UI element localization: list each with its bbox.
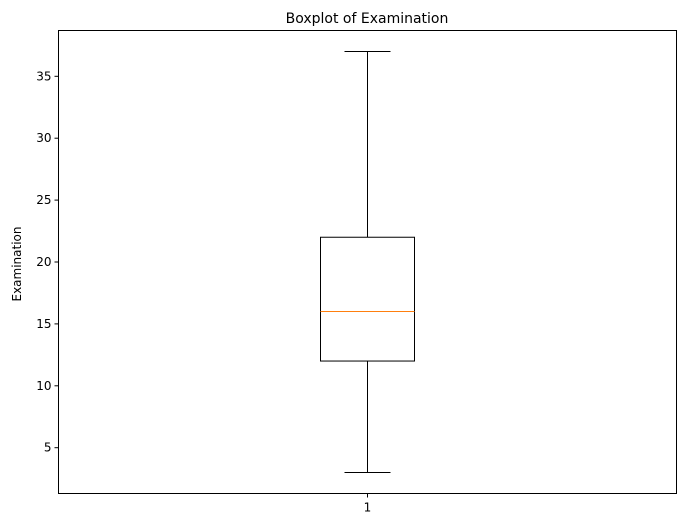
- x-tick-label: 1: [364, 501, 372, 515]
- chart-title: Boxplot of Examination: [286, 11, 449, 27]
- y-tick-label: 25: [36, 193, 51, 207]
- plot-area: 5 10 15 20 25 30 35 1: [36, 51, 415, 515]
- y-tick-label: 20: [36, 255, 51, 269]
- iqr-box: [320, 236, 415, 362]
- y-tick-label: 5: [44, 441, 52, 455]
- y-tick-label: 35: [36, 69, 51, 83]
- y-tick-label: 30: [36, 131, 51, 145]
- y-tick-label: 10: [36, 379, 51, 393]
- y-axis-label: Examination: [10, 226, 24, 301]
- axes-frame: [58, 30, 677, 494]
- y-tick-label: 15: [36, 317, 51, 331]
